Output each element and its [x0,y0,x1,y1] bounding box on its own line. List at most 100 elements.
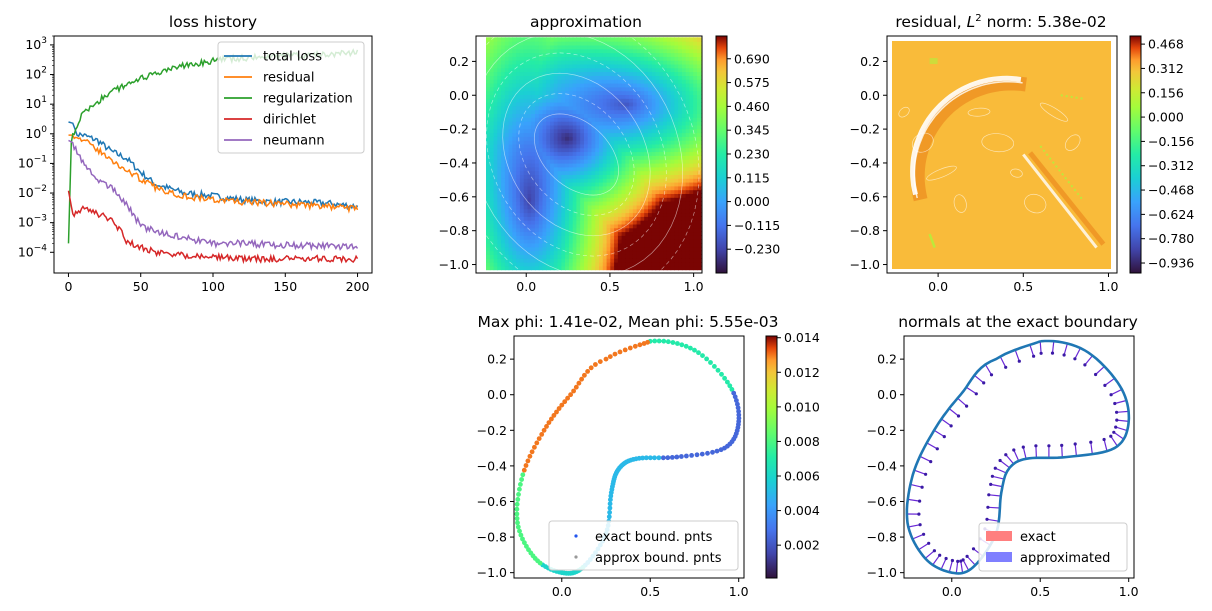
approximation-cell [685,155,691,160]
approximation-cell [648,151,653,156]
approximation-cell [580,182,585,187]
approximation-cell [663,86,668,92]
approximation-cell [535,102,540,107]
approximation-cell [599,246,604,252]
approximation-cell [576,212,581,217]
approximation-cell [685,204,691,210]
approximation-cell [576,239,581,244]
approximation-cell [614,56,619,61]
approximation-cell [666,235,672,240]
approximation-cell [550,41,555,46]
approximation-cell [606,246,611,252]
approximation-cell [527,220,532,225]
approximation-cell [550,63,555,69]
approximation-cell [504,197,510,202]
approximation-cell [602,121,608,126]
approximation-cell [617,159,623,164]
approximation-cell [576,48,581,54]
approximation-cell [557,71,562,76]
approximation-cell [565,86,570,92]
approximation-cell [538,140,544,145]
approximation-cell [489,178,495,183]
approximation-cell [591,178,596,183]
approximation-cell [636,246,642,252]
approximation-cell [523,44,529,50]
approximation-cell [636,136,642,141]
approximation-cell [553,201,559,206]
approximation-cell [531,41,536,46]
approximation-cell [527,235,532,240]
approximation-cell [576,44,581,50]
approximation-cell [614,262,619,267]
approximation-cell [689,182,694,187]
approximation-cell [531,75,536,80]
approximation-cell [493,117,498,122]
approximation-cell [501,60,506,65]
normal-arrow [1116,410,1129,413]
approximation-cell [493,113,498,118]
approximation-cell [651,155,657,160]
approximation-cell [655,204,660,210]
approximation-cell [535,204,540,210]
approximation-cell [535,136,540,141]
approximation-cell [591,193,596,198]
approximation-cell [591,166,596,172]
approximation-cell [670,67,675,73]
approximation-cell [512,60,517,65]
approximation-cell [697,204,702,210]
approximation-cell [501,193,506,198]
approximation-cell [693,94,698,99]
normal-arrow-head [1021,445,1025,449]
approximation-cell [486,258,491,263]
approximation-cell [685,227,691,233]
approximation-cell [546,143,551,149]
approximation-cell [561,254,566,259]
approximation-cell [576,151,581,156]
approximation-cell [553,182,559,187]
approximation-cell [538,83,544,88]
residual-green-streak [1039,145,1084,201]
approximation-cell [591,258,596,263]
approximation-cell [614,193,619,198]
approximation-cell [659,83,664,88]
approximation-cell [621,204,626,210]
approximation-cell [644,136,649,141]
approximation-cell [681,231,687,236]
approximation-cell [497,155,502,160]
approximation-cell [591,170,596,175]
approximation-cell [655,178,660,183]
approximation-cell [568,193,574,198]
approximation-cell [550,178,555,183]
approximation-cell [489,86,495,92]
approximation-cell [659,121,664,126]
approximation-cell [572,83,578,88]
approximation-cell [531,102,536,107]
approximation-cell [606,75,611,80]
approximation-cell [670,197,675,202]
approximation-cell [527,258,532,263]
approximation-cell [546,227,551,233]
approximation-cell [674,155,679,160]
approximation-cell [674,113,679,118]
approximation-cell [538,102,544,107]
approximation-cell [674,52,679,57]
approximation-cell [516,189,521,194]
approximation-cell [527,90,532,95]
approximation-cell [648,98,653,103]
approximation-cell [523,151,529,156]
approximation-cell [674,201,679,206]
approximation-cell [666,67,672,73]
approximation-cell [546,246,551,252]
approximation-cell [599,60,604,65]
approximation-cell [644,44,649,50]
approximation-cell [685,105,691,111]
approximation-cell [527,63,532,69]
approximation-cell [644,265,649,271]
approximation-cell [610,159,615,164]
approximation-cell [587,262,593,267]
approximation-cell [489,155,495,160]
approximation-cell [535,227,540,233]
approximation-cell [565,208,570,214]
approximation-cell [614,250,619,255]
exact-boundary-point [712,364,717,369]
